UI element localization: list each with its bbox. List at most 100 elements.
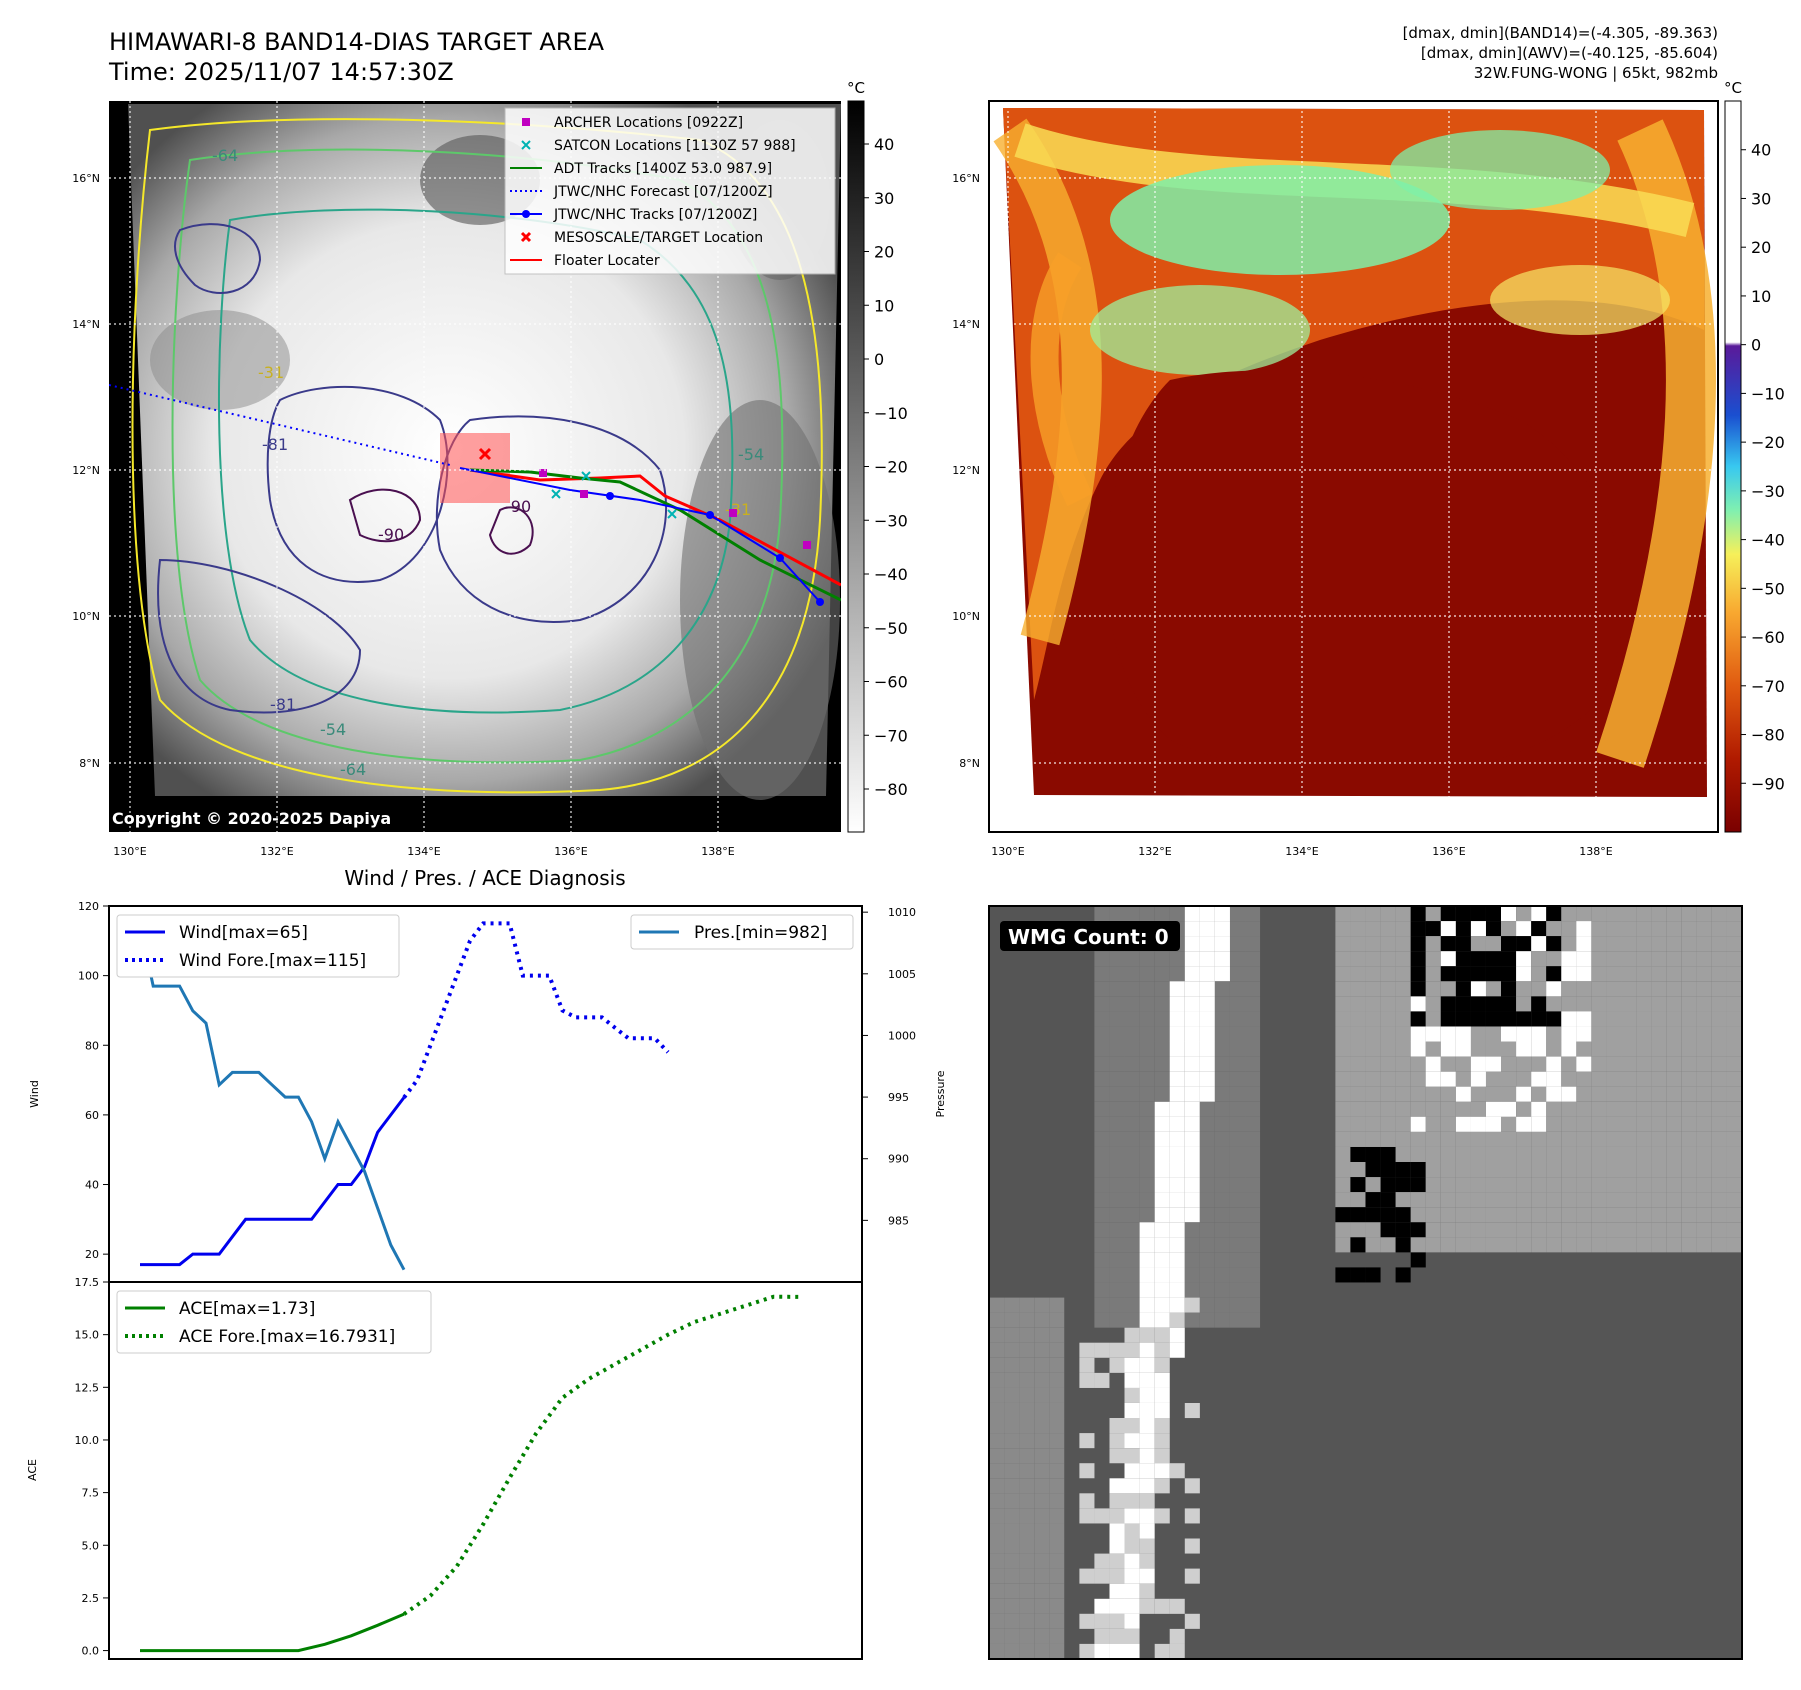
colorbar-tick-label: 20 — [1751, 238, 1771, 257]
wmg-cell — [1245, 951, 1261, 967]
wmg-cell — [1184, 1312, 1200, 1328]
wmg-cell — [989, 1463, 1005, 1479]
wmg-cell — [1139, 1598, 1155, 1614]
wmg-cell — [1681, 966, 1697, 982]
wmg-cell — [1561, 1237, 1577, 1253]
wmg-cell — [1606, 1011, 1622, 1027]
wmg-cell — [1034, 1478, 1050, 1494]
wmg-cell — [1606, 951, 1622, 967]
wmg-cell — [1516, 921, 1532, 937]
wmg-cell — [1501, 951, 1517, 967]
wmg-cell — [1726, 951, 1742, 967]
wmg-cell — [1019, 1342, 1035, 1358]
wmg-cell — [1230, 1041, 1246, 1057]
wmg-cell — [1531, 981, 1547, 997]
wmg-cell — [1199, 1192, 1215, 1208]
wmg-cell — [1124, 996, 1140, 1012]
wmg-cell — [1380, 1222, 1396, 1238]
wmg-cell — [1440, 936, 1456, 952]
jtwc-track-point — [816, 598, 824, 606]
wmg-cell — [1245, 1297, 1261, 1313]
wmg-cell — [1501, 1056, 1517, 1072]
wmg-cell — [1636, 936, 1652, 952]
wmg-cell — [1139, 1508, 1155, 1524]
wmg-cell — [1696, 1162, 1712, 1178]
wmg-cell — [1470, 951, 1486, 967]
wmg-cell — [1230, 981, 1246, 997]
wmg-cell — [1214, 1011, 1230, 1027]
wmg-cell — [1636, 1026, 1652, 1042]
wmg-cell — [1621, 1041, 1637, 1057]
wmg-cell — [1651, 1237, 1667, 1253]
wmg-cell — [1666, 1207, 1682, 1223]
wmg-cell — [1169, 1628, 1185, 1644]
pressure-tick-label: 1005 — [888, 968, 916, 981]
wmg-cell — [1696, 1237, 1712, 1253]
ace-legend-label: ACE[max=1.73] — [179, 1299, 315, 1319]
wmg-cell — [1350, 1116, 1366, 1132]
wmg-cell — [1711, 1237, 1727, 1253]
wmg-cell — [1184, 1478, 1200, 1494]
wmg-cell — [1049, 1372, 1065, 1388]
wmg-cell — [1365, 1056, 1381, 1072]
wmg-cell — [1711, 1147, 1727, 1163]
wmg-cell — [1516, 1041, 1532, 1057]
pressure-tick-label: 1000 — [888, 1029, 916, 1042]
wmg-cell — [1139, 1553, 1155, 1569]
wmg-cell — [1681, 1116, 1697, 1132]
wmg-cell — [1666, 1026, 1682, 1042]
wmg-cell — [1184, 1116, 1200, 1132]
wmg-cell — [1681, 906, 1697, 922]
wmg-cell — [1606, 1131, 1622, 1147]
wmg-cell — [1154, 906, 1170, 922]
wmg-cell — [1516, 1222, 1532, 1238]
wmg-cell — [1455, 951, 1471, 967]
wmg-cell — [1470, 1192, 1486, 1208]
wmg-cell — [1154, 1116, 1170, 1132]
wmg-cell — [1094, 1297, 1110, 1313]
wmg-cell — [1651, 921, 1667, 937]
wmg-cell — [1350, 906, 1366, 922]
wmg-cell — [1711, 1056, 1727, 1072]
wmg-cell — [1199, 921, 1215, 937]
wmg-cell — [1561, 906, 1577, 922]
wmg-cell — [1576, 1147, 1592, 1163]
archer-marker — [539, 469, 547, 477]
wmg-cell — [1154, 1131, 1170, 1147]
wmg-cell — [1124, 1448, 1140, 1464]
wmg-cell — [1425, 1011, 1441, 1027]
wmg-cell — [1470, 1041, 1486, 1057]
wmg-cell — [1109, 1493, 1125, 1509]
wmg-cell — [1440, 996, 1456, 1012]
wmg-cell — [1501, 1147, 1517, 1163]
wmg-cell — [1109, 1267, 1125, 1283]
wmg-cell — [1199, 1131, 1215, 1147]
wmg-cell — [1124, 1568, 1140, 1584]
wmg-cell — [1184, 1613, 1200, 1629]
wmg-cell — [1470, 1237, 1486, 1253]
wmg-cell — [1621, 1116, 1637, 1132]
wmg-cell — [1666, 921, 1682, 937]
wmg-cell — [1440, 1011, 1456, 1027]
legend-tracks-label: JTWC/NHC Tracks [07/1200Z] — [553, 207, 757, 223]
wmg-cell — [1651, 1101, 1667, 1117]
wmg-cell — [1455, 1162, 1471, 1178]
wmg-cell — [1395, 1162, 1411, 1178]
wmg-cell — [1591, 1131, 1607, 1147]
wmg-cell — [1606, 921, 1622, 937]
wmg-cell — [1410, 1011, 1426, 1027]
satcon-marker — [667, 509, 677, 519]
wmg-cell — [1561, 966, 1577, 982]
wind-fore-legend-label: Wind Fore.[max=115] — [179, 951, 366, 971]
wmg-cell — [1531, 1237, 1547, 1253]
wmg-cell — [1109, 906, 1125, 922]
wind-tick-label: 20 — [85, 1248, 99, 1261]
wmg-cell — [1681, 1026, 1697, 1042]
wmg-cell — [1651, 966, 1667, 982]
wmg-cell — [1696, 951, 1712, 967]
wmg-cell — [1365, 1177, 1381, 1193]
target-marker — [478, 447, 492, 461]
wmg-cell — [1425, 1207, 1441, 1223]
wmg-cell — [1696, 981, 1712, 997]
wmg-cell — [1666, 1056, 1682, 1072]
